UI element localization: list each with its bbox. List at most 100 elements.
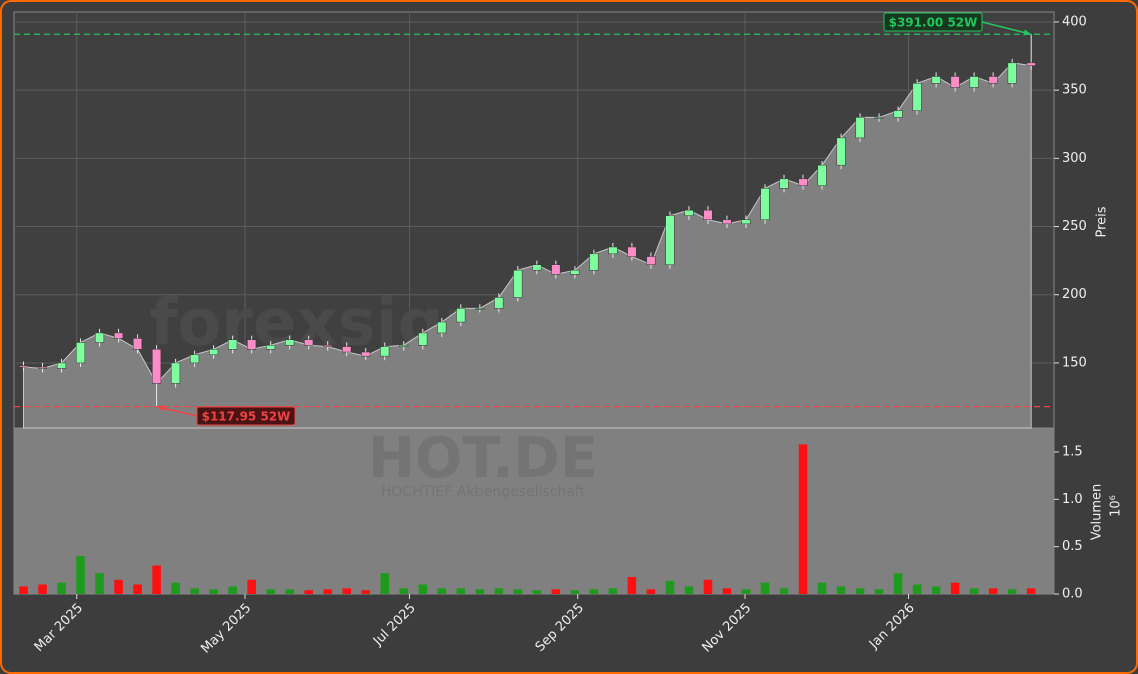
candle-body xyxy=(323,344,333,347)
y-tick-label: 150 xyxy=(1062,355,1087,370)
volume-bar xyxy=(589,589,599,594)
candle-body xyxy=(912,83,922,111)
volume-bar xyxy=(437,588,447,594)
volume-bar xyxy=(1007,589,1017,594)
candle-body xyxy=(171,362,181,384)
volume-bar xyxy=(76,556,85,594)
volume-bar xyxy=(361,590,371,594)
volume-bar xyxy=(722,588,732,594)
volume-bar xyxy=(627,576,637,594)
y2-tick-label: 0.5 xyxy=(1062,539,1083,554)
volume-bar xyxy=(380,573,390,594)
candle-body xyxy=(342,346,352,353)
volume-bar xyxy=(912,584,922,594)
candle-body xyxy=(475,308,485,310)
candle-body xyxy=(304,339,314,346)
candle-body xyxy=(798,178,808,186)
volume-bar xyxy=(703,579,713,594)
candle-body xyxy=(380,346,390,357)
volume-bar xyxy=(817,582,827,594)
volume-bar xyxy=(874,589,884,594)
y2-tick-label: 1.5 xyxy=(1062,444,1083,459)
candle-body xyxy=(285,339,295,346)
volume-bar xyxy=(228,586,237,594)
symbol-watermark: HOT.DE xyxy=(368,426,598,491)
volume-bar xyxy=(171,582,180,594)
volume-bar xyxy=(38,584,47,594)
candle-body xyxy=(627,246,637,257)
candle-body xyxy=(836,137,846,166)
volume-bar xyxy=(266,589,275,594)
candle-body xyxy=(190,354,200,364)
annotation-box xyxy=(196,406,296,426)
volume-bar xyxy=(684,586,694,594)
candle-body xyxy=(37,366,48,369)
arrow-head xyxy=(156,405,165,412)
volume-bar xyxy=(931,586,941,594)
candle-body xyxy=(950,76,960,88)
candle-body xyxy=(722,219,732,225)
y2-axis-label: Volumen xyxy=(1090,484,1105,541)
volume-bar xyxy=(399,588,409,594)
y2-scale-label: 10⁶ xyxy=(1109,495,1124,517)
candle-body xyxy=(361,351,371,357)
arrow-head xyxy=(1023,29,1032,36)
volume-bar xyxy=(532,590,542,594)
volume-bar xyxy=(969,588,979,594)
volume-bar xyxy=(152,565,161,594)
candle-body xyxy=(589,253,599,271)
volume-bar xyxy=(95,573,104,594)
candle-body xyxy=(969,76,979,88)
volume-bar xyxy=(741,589,751,594)
volume-bar xyxy=(855,588,865,594)
candle-body xyxy=(57,362,67,369)
candle-body xyxy=(570,269,580,275)
candle-body xyxy=(513,269,523,298)
volume-bar xyxy=(475,589,485,594)
candle-body xyxy=(456,308,466,323)
volume-bar xyxy=(247,579,256,594)
candle-body xyxy=(608,246,618,255)
volume-bar xyxy=(988,588,998,594)
candle-body xyxy=(1007,62,1017,84)
volume-bar xyxy=(342,588,352,594)
annotation-label: $117.95 52W xyxy=(202,410,291,424)
y2-tick-label: 0.0 xyxy=(1062,587,1083,602)
volume-bar xyxy=(456,588,466,594)
candle-body xyxy=(399,344,409,347)
volume-bar xyxy=(1026,588,1036,594)
candle-body xyxy=(95,332,105,343)
volume-bar xyxy=(19,586,28,594)
volume-bar xyxy=(551,589,561,594)
volume-bar xyxy=(418,584,428,594)
volume-bar xyxy=(779,588,789,594)
candle-body xyxy=(532,264,542,271)
volume-bar xyxy=(494,588,504,594)
volume-bar xyxy=(304,590,313,594)
candle-body xyxy=(152,349,162,384)
volume-bar xyxy=(570,590,580,594)
y-tick-label: 200 xyxy=(1062,287,1087,302)
volume-bar xyxy=(133,584,142,594)
company-watermark: HOCHTIEF Aktiengesellschaft xyxy=(381,484,586,500)
volume-bar xyxy=(114,579,123,594)
y-tick-label: 350 xyxy=(1062,83,1087,98)
candle-body xyxy=(931,76,941,84)
volume-bar xyxy=(646,589,656,594)
annotation-arrow xyxy=(981,21,1032,35)
annotation-box xyxy=(883,12,983,32)
candle-body xyxy=(646,256,656,265)
volume-bar xyxy=(608,588,618,594)
y2-tick-label: 1.0 xyxy=(1062,492,1083,507)
y-tick-label: 300 xyxy=(1062,151,1087,166)
candle-body xyxy=(133,338,143,350)
annotation-label: $391.00 52W xyxy=(889,16,978,30)
volume-bar xyxy=(190,588,199,594)
candle-body xyxy=(76,342,86,364)
candle-body xyxy=(494,297,504,309)
y-tick-label: 250 xyxy=(1062,219,1087,234)
candle-body xyxy=(741,219,751,225)
volume-bar xyxy=(665,580,675,594)
candle-body xyxy=(684,209,694,216)
